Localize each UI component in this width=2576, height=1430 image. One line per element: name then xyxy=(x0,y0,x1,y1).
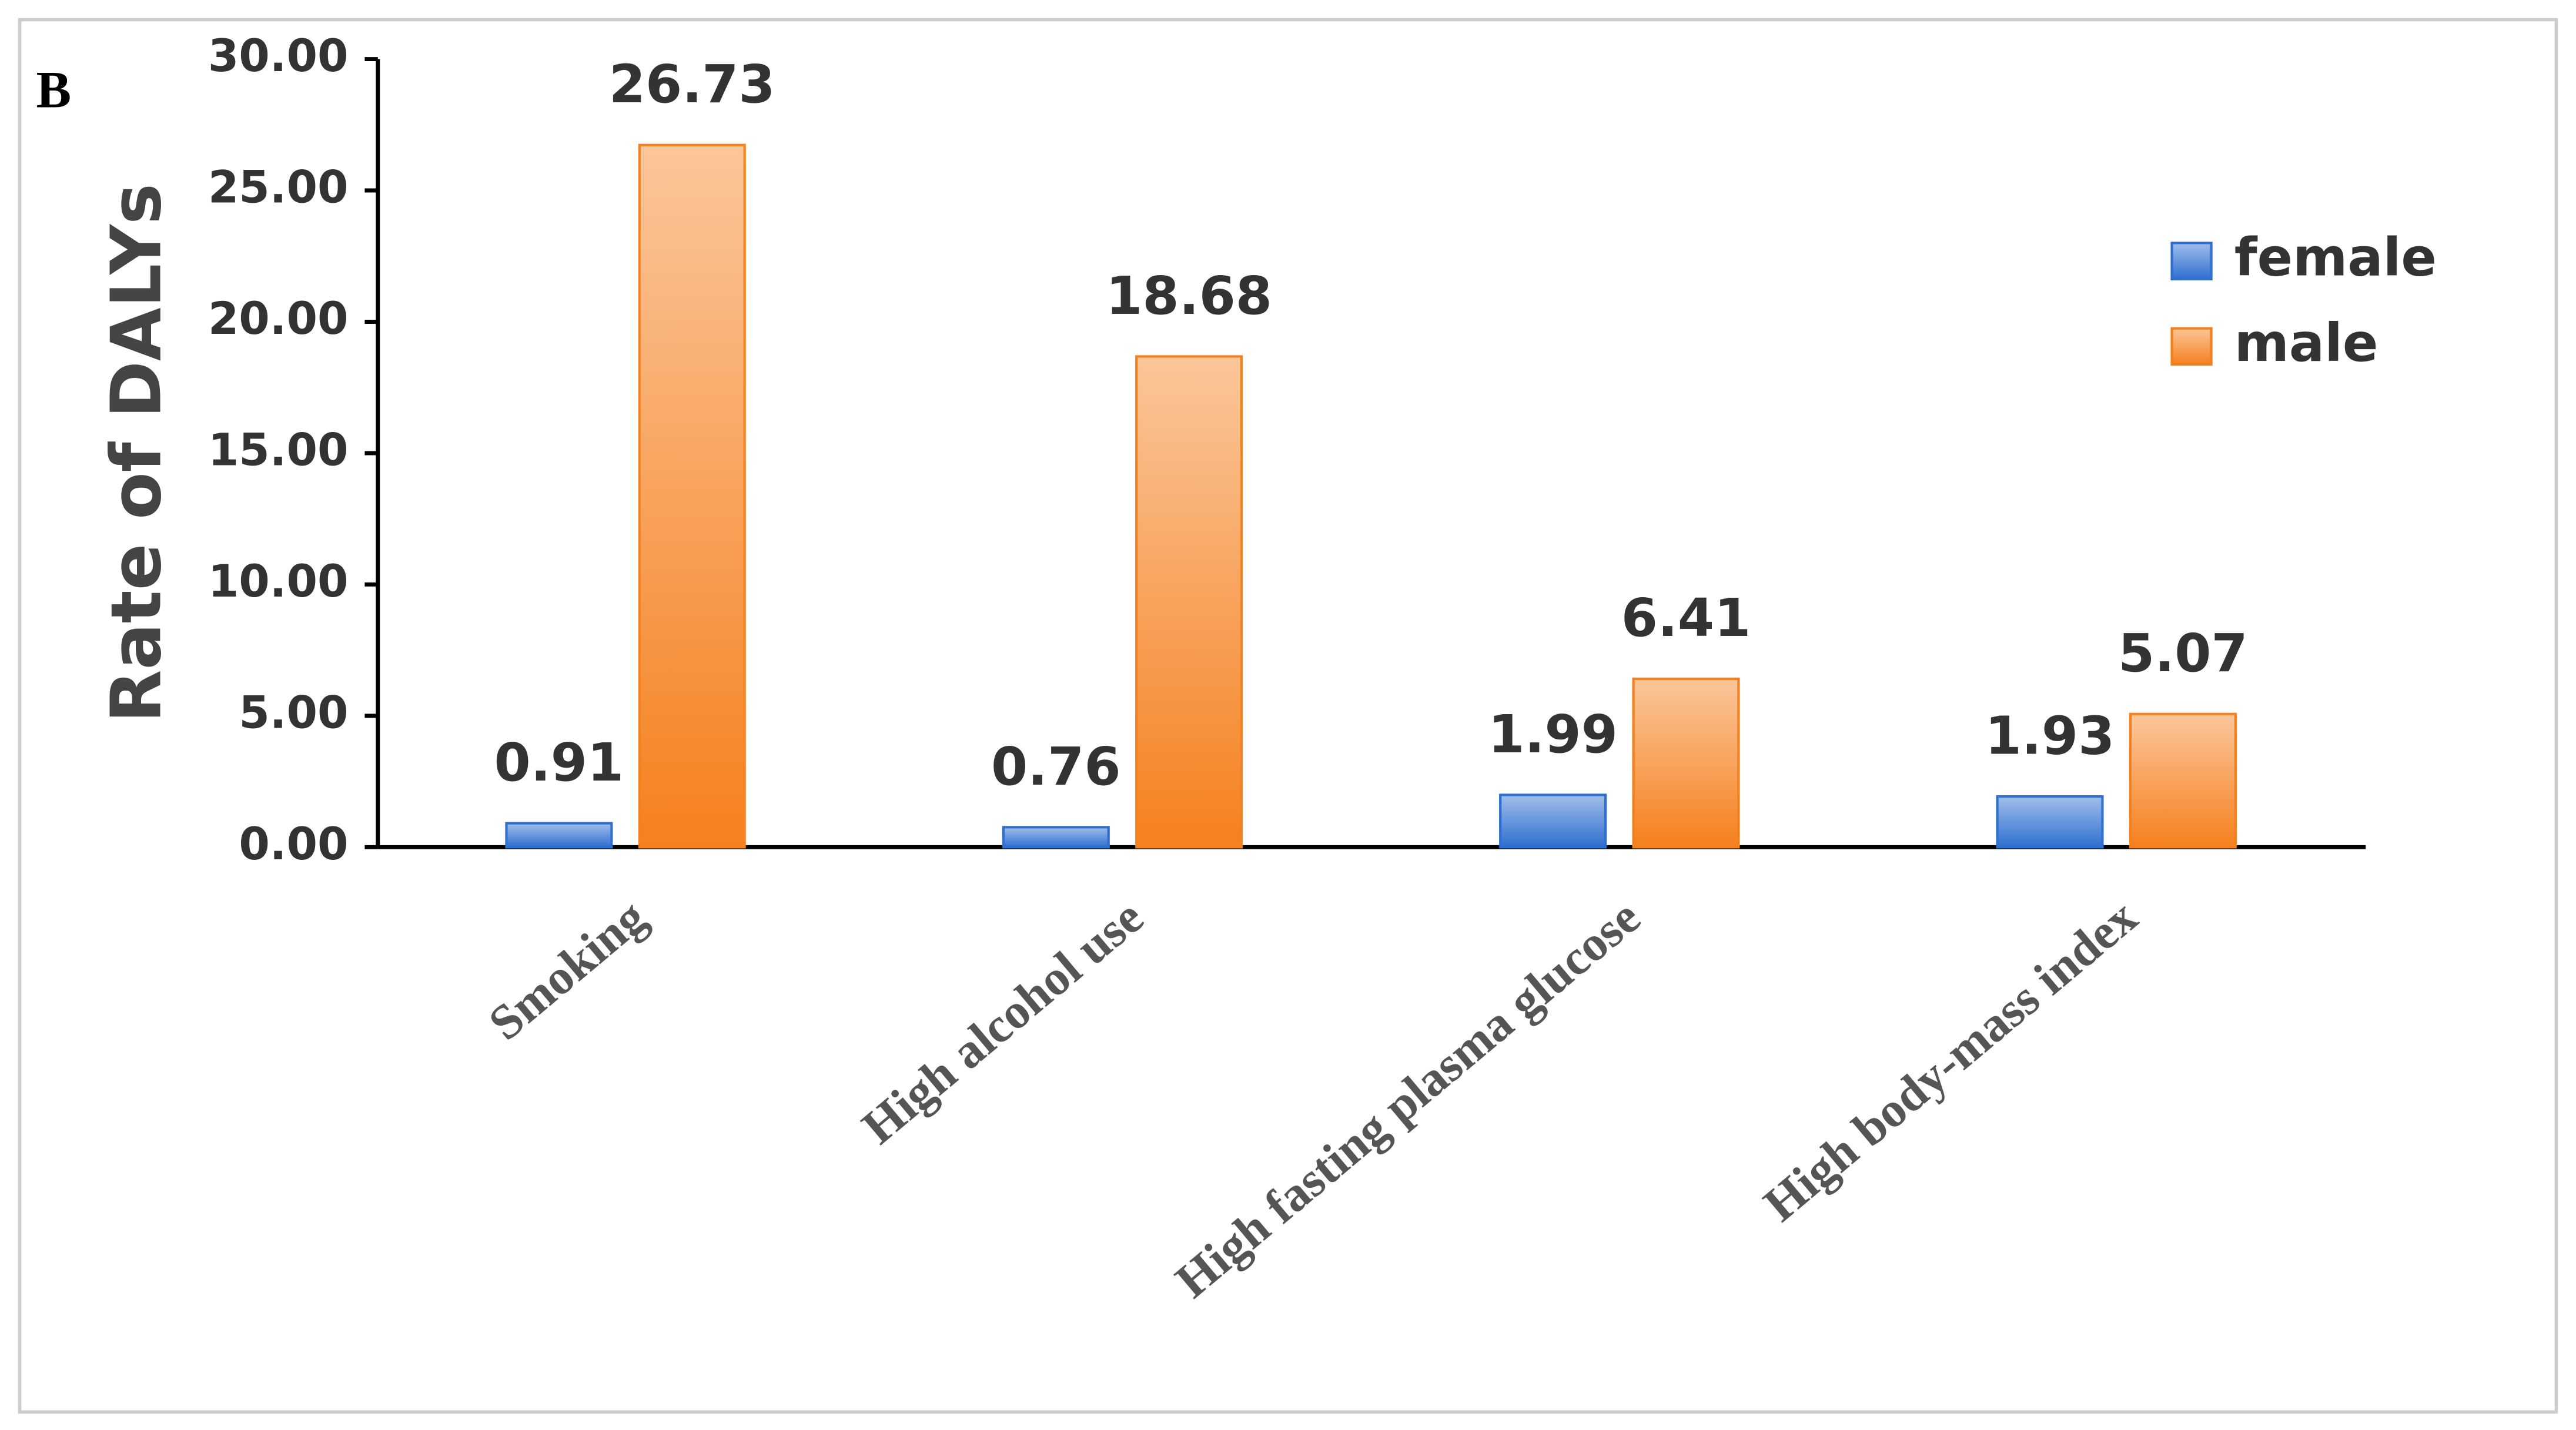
y-tick-label: 5.00 xyxy=(239,686,348,738)
value-label: 26.73 xyxy=(609,54,775,115)
value-label: 5.07 xyxy=(2118,623,2248,684)
y-tick-label: 20.00 xyxy=(208,293,349,344)
bar xyxy=(638,143,746,849)
bar xyxy=(2129,712,2237,849)
y-tick-label: 30.00 xyxy=(208,30,349,82)
value-label: 18.68 xyxy=(1106,266,1272,327)
y-axis-label: Rate of DALYs xyxy=(96,183,177,723)
bar xyxy=(505,822,613,849)
legend-label: female xyxy=(2234,227,2437,289)
bar xyxy=(1002,826,1110,849)
bar xyxy=(1996,795,2104,849)
legend-swatch xyxy=(2170,327,2213,366)
legend-label: male xyxy=(2234,313,2378,374)
y-tick-label: 10.00 xyxy=(208,555,349,607)
legend-swatch xyxy=(2170,242,2213,280)
value-label: 0.91 xyxy=(494,732,624,793)
y-tick-label: 15.00 xyxy=(208,424,349,475)
bar xyxy=(1135,355,1243,849)
bar xyxy=(1499,793,1607,849)
y-tick-label: 0.00 xyxy=(239,818,348,870)
y-tick-label: 25.00 xyxy=(208,162,349,213)
value-label: 1.99 xyxy=(1488,704,1618,765)
bar xyxy=(1632,677,1740,849)
value-label: 0.76 xyxy=(991,736,1121,798)
value-label: 1.93 xyxy=(1985,705,2115,766)
panel-label: B xyxy=(36,61,71,119)
value-label: 6.41 xyxy=(1621,588,1751,649)
